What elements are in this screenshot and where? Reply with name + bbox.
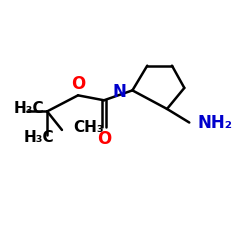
Text: H₃C: H₃C (24, 130, 54, 145)
Text: H₃C: H₃C (13, 102, 44, 116)
Text: N: N (112, 82, 126, 100)
Text: O: O (97, 130, 111, 148)
Text: CH₃: CH₃ (73, 120, 104, 135)
Text: O: O (71, 75, 85, 93)
Text: NH₂: NH₂ (198, 114, 233, 132)
